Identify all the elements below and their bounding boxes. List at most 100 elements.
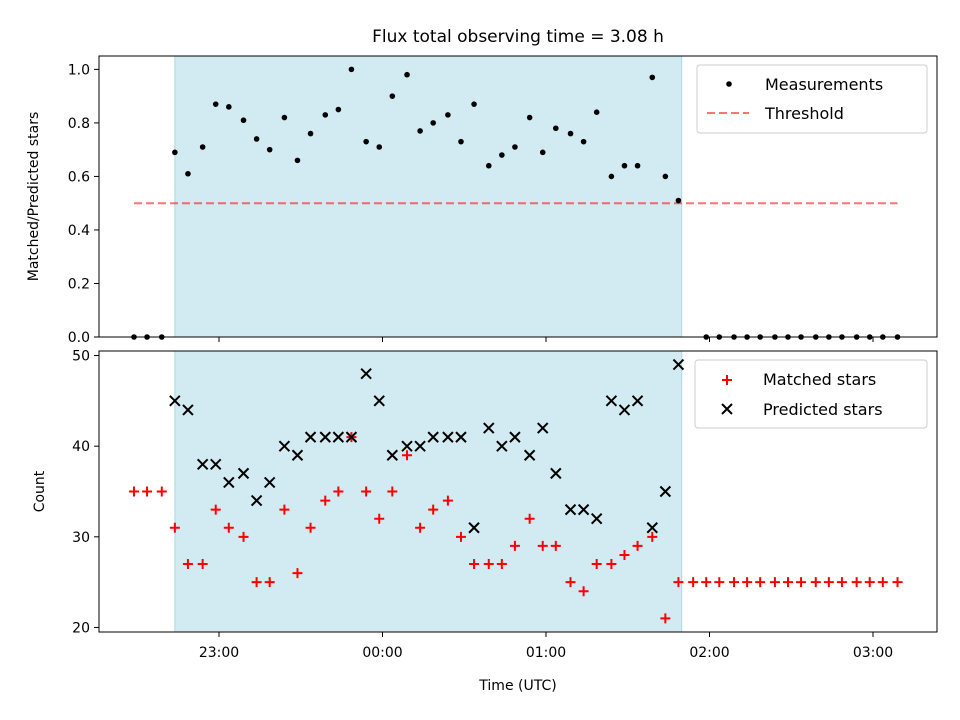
predicted-star-point [496,440,508,452]
legend-matched-label: Matched stars [763,370,876,389]
matched-star-point [264,577,275,588]
measurement-point [199,144,206,150]
matched-star-point [483,559,494,570]
matched-star-point [292,568,303,579]
measurement-point [253,136,260,142]
predicted-star-point [223,476,235,489]
predicted-star-point [659,485,672,498]
measurement-point [608,173,615,180]
measurement-point [485,162,492,169]
top-axes-frame [98,55,938,338]
measurement-point [363,138,369,145]
measurement-point [348,66,355,73]
predicted-star-point [590,512,603,525]
matched-star-point [142,486,153,497]
x-tick-label: 02:00 [689,645,729,661]
measurement-point [240,117,247,124]
predicted-star-point [414,440,426,452]
measurement-point [322,112,329,118]
top-y-tick-label: 1.0 [68,62,90,78]
matched-star-point [320,495,331,506]
matched-star-point [864,577,875,588]
measurement-point [526,114,533,121]
chart-title: Flux total observing time = 3.08 h [372,27,664,47]
predicted-star-point [210,458,222,471]
predicted-star-point [237,467,250,480]
x-tick-label: 03:00 [853,645,893,661]
matched-star-point [374,513,385,524]
predicted-star-point [332,431,345,443]
measurement-point [281,114,288,121]
measurement-point [445,112,451,118]
bottom-plot-area [128,358,903,624]
matched-star-point [402,450,413,461]
matched-star-point [565,577,576,588]
predicted-star-point [605,395,618,407]
top-y-tick-label: 0.8 [68,116,90,132]
matched-star-point [537,540,548,551]
x-tick-label: 01:00 [526,645,566,661]
bottom-y-tick-label: 40 [72,439,90,455]
matched-star-point [673,577,684,588]
matched-star-point [469,559,480,570]
predicted-star-point [631,395,644,407]
predicted-star-point [442,431,454,443]
predicted-star-point [523,449,536,461]
bottom-y-tick-label: 30 [72,530,90,546]
matched-star-point [714,577,725,588]
measurement-point [172,149,178,156]
matched-star-point [305,522,316,533]
measurement-point [212,101,219,107]
matched-star-point [279,504,290,515]
matched-star-point [591,559,602,570]
predicted-star-point [483,422,495,434]
matched-star-point [238,531,249,542]
legend-predicted-marker [721,403,733,415]
predicted-star-point [401,440,413,452]
predicted-star-point [360,367,372,380]
legend-predicted-label: Predicted stars [763,400,883,419]
measurement-point [335,106,342,113]
top-y-tick-label: 0.4 [68,223,90,239]
top-plot-area [131,66,901,340]
measurement-point [430,120,436,126]
measurement-point [593,109,600,115]
measurement-point [266,146,273,153]
matched-star-point [509,540,520,551]
legend-measurements-marker [726,81,732,87]
matched-star-point [892,577,903,588]
measurement-point [580,138,587,145]
bottom-observing-window [174,350,683,633]
predicted-star-point [618,404,631,416]
measurement-point [512,144,518,150]
top-axes: 0.0 0.2 0.4 0.6 0.8 1.0 [68,62,874,346]
top-legend: Measurements Threshold [696,64,928,134]
predicted-star-point [345,431,358,443]
matched-star-point [182,559,193,570]
predicted-star-point [427,431,439,443]
matched-star-point [742,577,753,588]
matched-star-point [632,540,643,551]
matched-star-point [851,577,862,588]
matched-star-point [524,513,535,524]
predicted-star-point [577,503,590,516]
measurement-point [499,152,505,158]
matched-star-point [210,504,221,515]
predicted-star-point [304,431,317,443]
matched-star-point [660,613,671,624]
measurement-point [567,130,574,137]
legend-threshold-label: Threshold [764,104,844,123]
predicted-star-point [455,431,467,443]
predicted-star-point [169,395,181,407]
legend-matched-marker [722,375,732,385]
predicted-star-point [672,358,685,371]
matched-star-point [197,559,208,570]
matched-star-point [496,559,507,570]
predicted-star-point [263,476,276,489]
matched-star-point [782,577,793,588]
measurement-point [621,162,628,169]
matched-star-point [169,522,180,533]
predicted-star-point [196,458,209,471]
